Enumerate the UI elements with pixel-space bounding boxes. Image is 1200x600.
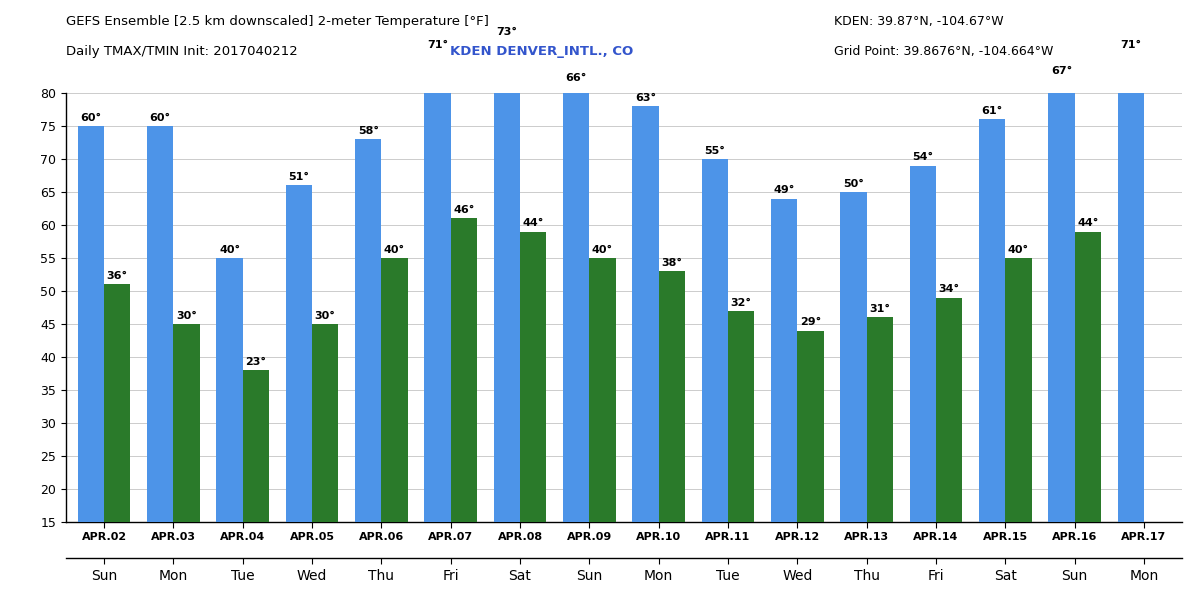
Bar	[286, 185, 312, 522]
Text: KDEN: 39.87°N, -104.67°W: KDEN: 39.87°N, -104.67°W	[834, 15, 1003, 28]
Text: 34°: 34°	[938, 284, 960, 294]
Bar	[382, 258, 408, 522]
Bar	[770, 199, 797, 522]
Bar	[312, 324, 338, 522]
Bar	[148, 126, 174, 522]
Text: 32°: 32°	[731, 298, 751, 307]
Bar	[78, 126, 104, 522]
Bar	[840, 192, 866, 522]
Text: 30°: 30°	[176, 311, 197, 320]
Text: 29°: 29°	[800, 317, 821, 327]
Bar	[589, 258, 616, 522]
Text: 40°: 40°	[384, 245, 406, 254]
Bar	[174, 324, 199, 522]
Bar	[425, 53, 451, 522]
Bar	[1006, 258, 1032, 522]
Bar	[451, 218, 478, 522]
Text: 55°: 55°	[704, 146, 725, 155]
Bar	[659, 271, 685, 522]
Text: GEFS Ensemble [2.5 km downscaled] 2-meter Temperature [°F]: GEFS Ensemble [2.5 km downscaled] 2-mete…	[66, 15, 488, 28]
Bar	[632, 106, 659, 522]
Text: 30°: 30°	[314, 311, 336, 320]
Bar	[910, 166, 936, 522]
Text: 31°: 31°	[869, 304, 890, 314]
Text: 51°: 51°	[288, 172, 310, 182]
Text: 63°: 63°	[635, 93, 656, 103]
Text: 40°: 40°	[220, 245, 240, 254]
Text: Grid Point: 39.8676°N, -104.664°W: Grid Point: 39.8676°N, -104.664°W	[834, 45, 1054, 58]
Text: 49°: 49°	[774, 185, 794, 195]
Bar	[797, 331, 823, 522]
Text: Daily TMAX/TMIN Init: 2017040212: Daily TMAX/TMIN Init: 2017040212	[66, 45, 298, 58]
Bar	[355, 139, 382, 522]
Text: 71°: 71°	[1120, 40, 1141, 50]
Bar	[493, 40, 520, 522]
Text: 61°: 61°	[982, 106, 1003, 116]
Text: 40°: 40°	[1008, 245, 1028, 254]
Text: 60°: 60°	[150, 113, 170, 122]
Bar	[1074, 232, 1100, 522]
Text: 23°: 23°	[246, 357, 266, 367]
Bar	[936, 298, 962, 522]
Text: 60°: 60°	[80, 113, 102, 122]
Bar	[563, 86, 589, 522]
Text: 66°: 66°	[565, 73, 587, 83]
Text: 58°: 58°	[358, 126, 379, 136]
Text: 54°: 54°	[912, 152, 934, 162]
Bar	[1117, 53, 1144, 522]
Bar	[728, 311, 755, 522]
Bar	[866, 317, 893, 522]
Text: KDEN DENVER_INTL., CO: KDEN DENVER_INTL., CO	[450, 45, 634, 58]
Text: 73°: 73°	[497, 27, 517, 37]
Text: 46°: 46°	[454, 205, 474, 215]
Text: 50°: 50°	[844, 179, 864, 188]
Bar	[216, 258, 242, 522]
Text: 44°: 44°	[522, 218, 544, 228]
Text: 44°: 44°	[1078, 218, 1098, 228]
Bar	[242, 370, 269, 522]
Bar	[520, 232, 546, 522]
Text: 38°: 38°	[661, 258, 683, 268]
Bar	[1049, 80, 1074, 522]
Bar	[702, 159, 728, 522]
Text: 36°: 36°	[107, 271, 128, 281]
Bar	[979, 119, 1006, 522]
Bar	[104, 284, 131, 522]
Text: 40°: 40°	[592, 245, 613, 254]
Text: 67°: 67°	[1051, 67, 1072, 76]
Text: 71°: 71°	[427, 40, 448, 50]
